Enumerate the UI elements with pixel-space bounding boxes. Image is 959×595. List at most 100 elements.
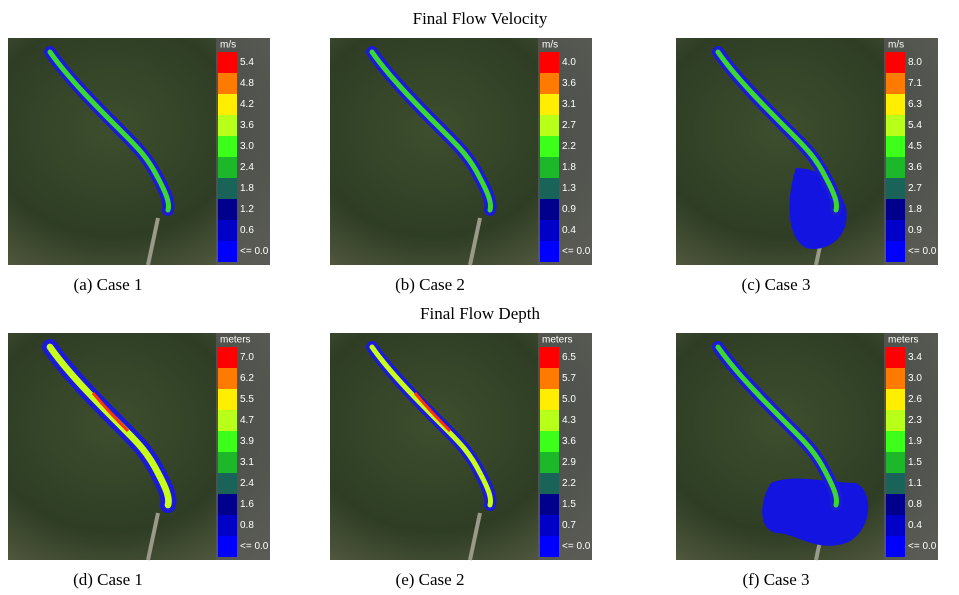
figure: Final Flow Velocitym/s5.44.84.23.63.02.4… xyxy=(0,0,959,595)
legend-label: 4.8 xyxy=(240,78,254,89)
legend-swatch xyxy=(540,536,559,557)
legend-label: 3.0 xyxy=(908,373,922,384)
legend-label: 6.5 xyxy=(562,352,576,363)
legend-swatch xyxy=(218,410,237,431)
legend-label: 3.0 xyxy=(240,141,254,152)
legend-swatch xyxy=(218,52,237,73)
legend-label: 0.8 xyxy=(908,499,922,510)
legend-swatch xyxy=(886,220,905,241)
legend-label: 3.1 xyxy=(562,99,576,110)
legend-swatch xyxy=(886,452,905,473)
legend-label: 7.0 xyxy=(240,352,254,363)
legend-swatch xyxy=(886,241,905,262)
legend-label: 0.8 xyxy=(240,520,254,531)
caption: (c) Case 3 xyxy=(742,275,811,294)
legend-label: 4.2 xyxy=(240,99,254,110)
legend-label: 7.1 xyxy=(908,78,922,89)
section-title: Final Flow Depth xyxy=(420,304,540,323)
legend-swatch xyxy=(886,115,905,136)
legend-label: 3.6 xyxy=(562,436,576,447)
legend-swatch xyxy=(540,494,559,515)
legend-swatch xyxy=(218,515,237,536)
legend-label: 3.1 xyxy=(240,457,254,468)
legend-swatch xyxy=(540,73,559,94)
legend-label: 5.0 xyxy=(562,394,576,405)
legend-swatch xyxy=(540,94,559,115)
legend-label: 4.3 xyxy=(562,415,576,426)
panel: m/s8.07.16.35.44.53.62.71.80.9<= 0.0 xyxy=(676,38,938,265)
legend-swatch xyxy=(540,452,559,473)
legend-label: 2.9 xyxy=(562,457,576,468)
legend-label: 3.6 xyxy=(240,120,254,131)
legend-swatch xyxy=(540,52,559,73)
legend-swatch xyxy=(218,536,237,557)
legend-swatch xyxy=(218,241,237,262)
legend-label: 1.9 xyxy=(908,436,922,447)
legend-label: 2.2 xyxy=(562,478,576,489)
legend-swatch xyxy=(886,178,905,199)
legend-label: 0.7 xyxy=(562,520,576,531)
legend-unit: meters xyxy=(542,335,573,346)
legend-swatch xyxy=(218,136,237,157)
legend-swatch xyxy=(540,431,559,452)
legend-unit: m/s xyxy=(542,40,558,51)
legend-swatch xyxy=(218,473,237,494)
panel: m/s4.03.63.12.72.21.81.30.90.4<= 0.0 xyxy=(330,38,592,265)
legend-label: 8.0 xyxy=(908,57,922,68)
legend-label: 3.6 xyxy=(908,162,922,173)
legend-swatch xyxy=(886,368,905,389)
panel: m/s5.44.84.23.63.02.41.81.20.6<= 0.0 xyxy=(8,38,270,265)
legend-label: 2.6 xyxy=(908,394,922,405)
legend-swatch xyxy=(886,94,905,115)
legend-swatch xyxy=(218,494,237,515)
legend-swatch xyxy=(886,515,905,536)
legend-swatch xyxy=(886,136,905,157)
legend-swatch xyxy=(218,368,237,389)
legend-label: 1.5 xyxy=(562,499,576,510)
legend-label: 0.4 xyxy=(562,225,576,236)
legend-swatch xyxy=(886,199,905,220)
legend-label: 1.6 xyxy=(240,499,254,510)
legend-label: 4.5 xyxy=(908,141,922,152)
legend-swatch xyxy=(218,199,237,220)
legend-swatch xyxy=(886,536,905,557)
legend-swatch xyxy=(886,73,905,94)
legend-label: 2.7 xyxy=(562,120,576,131)
caption: (f) Case 3 xyxy=(742,570,809,589)
legend-label: 5.4 xyxy=(240,57,254,68)
legend-label: 0.4 xyxy=(908,520,922,531)
legend-label: 0.6 xyxy=(240,225,254,236)
legend-swatch xyxy=(886,473,905,494)
legend-swatch xyxy=(886,494,905,515)
legend-label: 4.0 xyxy=(562,57,576,68)
legend-label: 1.8 xyxy=(240,183,254,194)
caption: (d) Case 1 xyxy=(73,570,143,589)
legend-swatch xyxy=(540,347,559,368)
legend-label: <= 0.0 xyxy=(240,541,269,552)
legend-label: 2.4 xyxy=(240,162,254,173)
legend-swatch xyxy=(218,178,237,199)
legend-unit: meters xyxy=(220,335,251,346)
legend-swatch xyxy=(540,410,559,431)
legend-swatch xyxy=(540,473,559,494)
legend-label: 1.8 xyxy=(562,162,576,173)
legend-label: 5.5 xyxy=(240,394,254,405)
legend-swatch xyxy=(540,115,559,136)
legend-swatch xyxy=(540,515,559,536)
legend-label: 5.7 xyxy=(562,373,576,384)
legend-swatch xyxy=(218,220,237,241)
legend-swatch xyxy=(540,136,559,157)
legend-unit: m/s xyxy=(888,40,904,51)
legend-swatch xyxy=(218,347,237,368)
legend-label: 0.9 xyxy=(908,225,922,236)
legend-label: 0.9 xyxy=(562,204,576,215)
legend-swatch xyxy=(540,220,559,241)
legend-label: <= 0.0 xyxy=(908,246,937,257)
legend-unit: m/s xyxy=(220,40,236,51)
legend-label: <= 0.0 xyxy=(562,246,591,257)
legend-label: 2.2 xyxy=(562,141,576,152)
legend-label: 3.9 xyxy=(240,436,254,447)
legend-label: 1.2 xyxy=(240,204,254,215)
